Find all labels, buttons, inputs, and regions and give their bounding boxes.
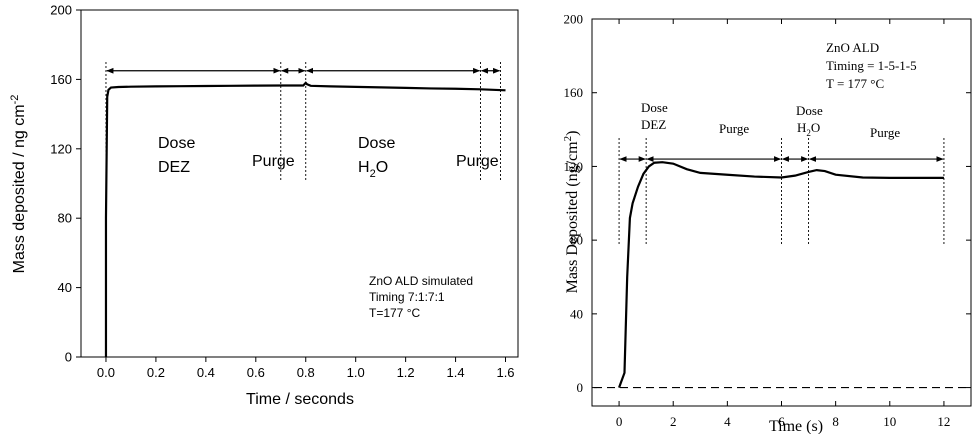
right-series-line xyxy=(618,161,944,388)
left-chart: 0.0 0.2 0.4 0.6 0.8 1.0 1.2 1.4 1.6 0 40 80 120 160 2… xyxy=(9,3,519,408)
right-plot-frame xyxy=(591,18,972,407)
x-tick-label: 4 xyxy=(724,414,731,429)
right-x-tick-labels: 0 2 4 6 8 10 12 xyxy=(616,414,951,429)
left-ann-dose-dez-1: Dose xyxy=(158,135,195,152)
y-tick-label: 40 xyxy=(570,306,583,321)
left-x-axis-title: Time / seconds xyxy=(246,391,354,408)
x-tick-label: 0.4 xyxy=(197,365,215,380)
right-ann-purge-2: Purge xyxy=(870,125,900,140)
x-tick-label: 0.8 xyxy=(297,365,315,380)
x-tick-label: 1.0 xyxy=(347,365,365,380)
left-series-line xyxy=(104,81,506,357)
left-ann-dose-h2o-2: H2O xyxy=(358,159,388,180)
right-ticks xyxy=(592,18,971,406)
x-tick-label: 0 xyxy=(616,414,623,429)
left-info-line-1: ZnO ALD simulated xyxy=(369,274,473,288)
left-ann-dose-h2o-1: Dose xyxy=(358,135,395,152)
left-y-axis-title: Mass deposited / ng cm-2 xyxy=(9,95,28,274)
right-info-line-2: Timing = 1-5-1-5 xyxy=(826,58,917,73)
y-tick-label: 80 xyxy=(58,211,72,226)
right-x-axis-title: Time (s) xyxy=(769,418,823,434)
right-y-tick-labels: 0 40 80 120 160 200 xyxy=(564,12,584,396)
left-y-tick-labels: 0 40 80 120 160 200 xyxy=(50,3,72,365)
left-ann-purge-2: Purge xyxy=(456,153,499,170)
y-tick-label: 0 xyxy=(65,350,72,365)
y-tick-label: 0 xyxy=(577,380,584,395)
right-phase-boundaries xyxy=(618,138,945,246)
x-tick-label: 0.0 xyxy=(97,365,115,380)
x-tick-label: 12 xyxy=(937,414,950,429)
left-ann-dose-dez-2: DEZ xyxy=(158,159,190,176)
left-ticks xyxy=(76,9,507,362)
y-tick-label: 120 xyxy=(50,141,72,156)
left-ann-purge-1: Purge xyxy=(252,153,295,170)
x-tick-label: 6 xyxy=(778,414,785,429)
y-tick-label: 40 xyxy=(58,280,72,295)
right-info-line-3: T = 177 °C xyxy=(826,76,884,91)
left-x-tick-labels: 0.0 0.2 0.4 0.6 0.8 1.0 1.2 1.4 1.6 xyxy=(97,365,515,380)
y-tick-label: 200 xyxy=(50,3,72,18)
y-tick-label: 200 xyxy=(564,12,584,27)
x-tick-label: 2 xyxy=(670,414,677,429)
x-tick-label: 0.6 xyxy=(247,365,265,380)
y-tick-label: 120 xyxy=(564,159,584,174)
right-ann-dose-dez-1: Dose xyxy=(641,100,668,115)
right-info-line-1: ZnO ALD xyxy=(826,40,879,55)
x-tick-label: 1.6 xyxy=(496,365,514,380)
x-tick-label: 1.4 xyxy=(447,365,465,380)
x-tick-label: 0.2 xyxy=(147,365,165,380)
left-info-line-2: Timing 7:1:7:1 xyxy=(369,290,445,304)
left-plot-frame xyxy=(80,9,519,358)
y-tick-label: 160 xyxy=(50,72,72,87)
y-tick-label: 160 xyxy=(564,85,584,100)
x-tick-label: 1.2 xyxy=(397,365,415,380)
right-ann-dose-h2o-1: Dose xyxy=(796,103,823,118)
left-info-line-3: T=177 °C xyxy=(369,306,420,320)
x-tick-label: 8 xyxy=(832,414,839,429)
y-tick-label: 80 xyxy=(570,233,583,248)
x-tick-label: 10 xyxy=(883,414,896,429)
right-chart: 0 2 4 6 8 10 12 0 40 80 120 160 200 ZnO ALD Timing … xyxy=(562,12,972,434)
right-y-axis-title: Mass Deposited (ng/cm2) xyxy=(562,131,581,294)
right-ann-dose-dez-2: DEZ xyxy=(641,117,666,132)
right-ann-purge-1: Purge xyxy=(719,121,749,136)
right-ann-dose-h2o-2: H2O xyxy=(797,120,820,138)
